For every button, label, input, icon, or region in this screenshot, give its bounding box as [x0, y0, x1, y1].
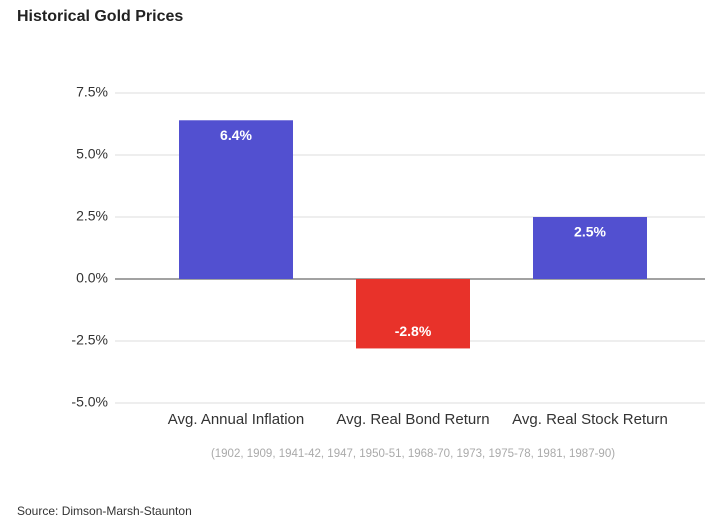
note: (1902, 1909, 1941-42, 1947, 1950-51, 196… [211, 448, 615, 460]
x-tick-label: Avg. Real Stock Return [512, 411, 668, 428]
x-tick-label: Avg. Real Bond Return [336, 411, 489, 428]
y-tick-label: -2.5% [71, 332, 108, 348]
value-label: -2.8% [395, 323, 432, 339]
chart-title: Historical Gold Prices [17, 8, 183, 25]
bar [179, 120, 293, 279]
y-tick-label: 7.5% [76, 84, 108, 100]
y-tick-label: 0.0% [76, 270, 108, 286]
value-label: 2.5% [574, 224, 606, 240]
value-label: 6.4% [220, 127, 252, 143]
y-tick-label: -5.0% [71, 394, 108, 410]
source: Source: Dimson-Marsh-Staunton [17, 504, 192, 518]
x-tick-label: Avg. Annual Inflation [168, 411, 305, 428]
bar [533, 217, 647, 279]
y-tick-label: 2.5% [76, 208, 108, 224]
y-tick-label: 5.0% [76, 146, 108, 162]
bar [356, 279, 470, 349]
